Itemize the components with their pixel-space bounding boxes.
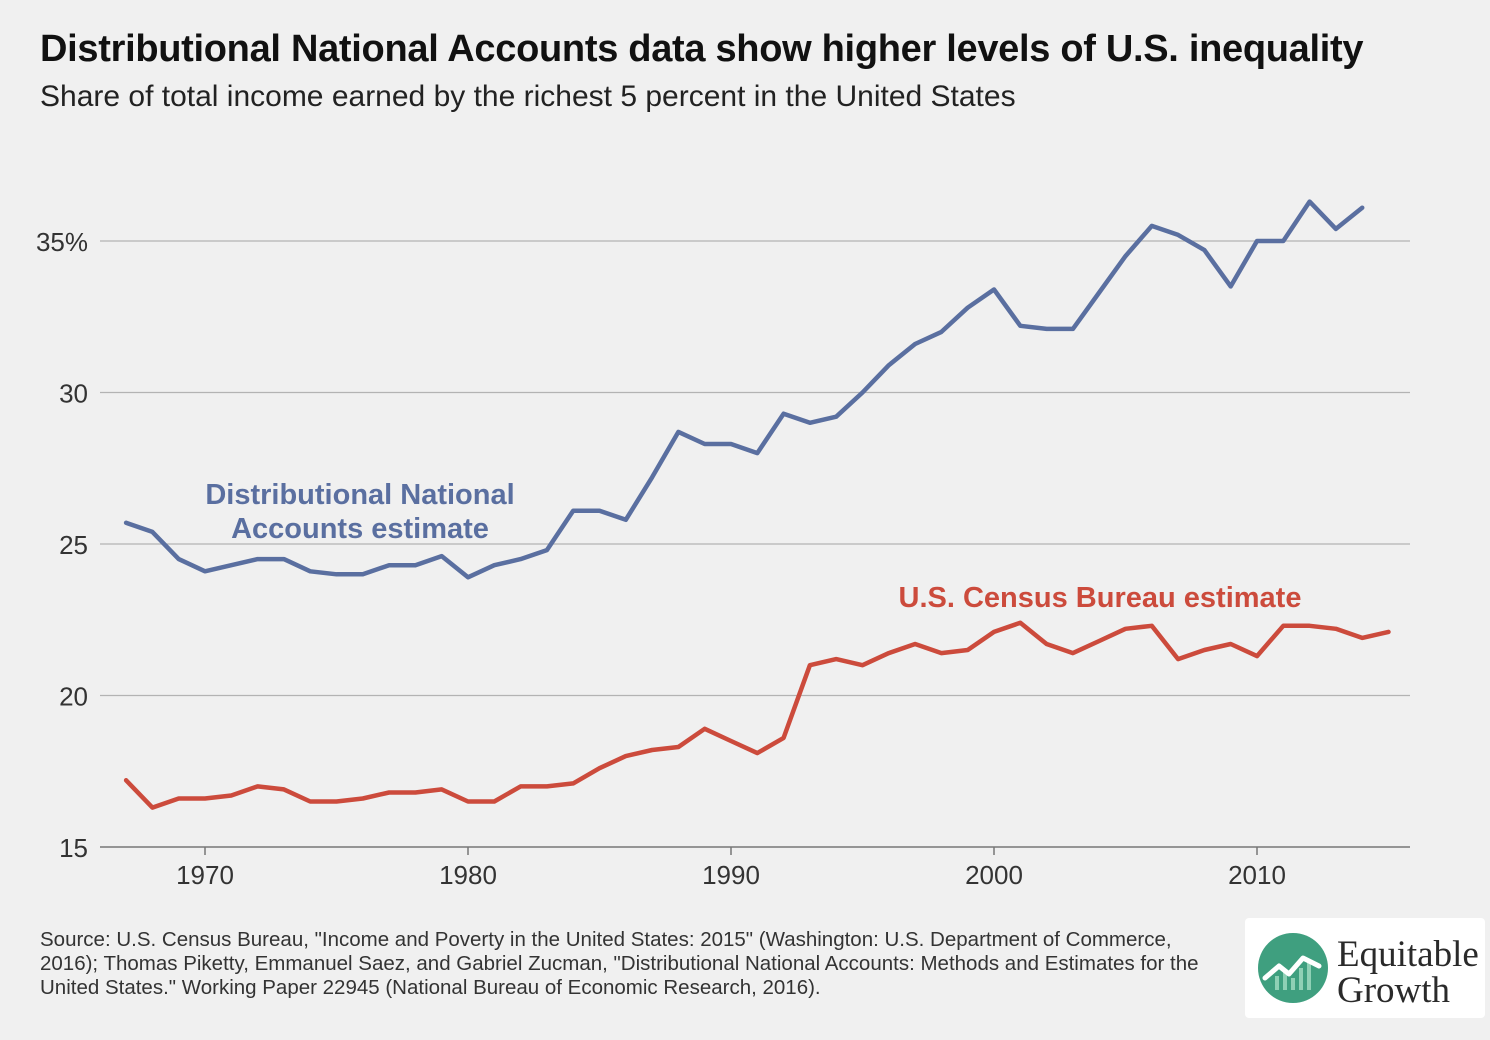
x-tick-label: 2010 (1228, 860, 1286, 890)
dina-series-line (123, 199, 1365, 580)
x-tick-label: 1990 (702, 860, 760, 890)
y-axis: 15 20 25 30 35% (36, 227, 88, 863)
equitable-growth-logo: Equitable Growth (1245, 918, 1485, 1018)
y-tick-label: 20 (59, 682, 88, 712)
series-lines (123, 199, 1391, 810)
x-axis: 1970 1980 1990 2000 2010 (176, 847, 1286, 890)
x-tick-label: 2000 (965, 860, 1023, 890)
y-tick-label: 30 (59, 379, 88, 409)
census-series-line (123, 620, 1391, 810)
x-tick-label: 1980 (439, 860, 497, 890)
source-note: Source: U.S. Census Bureau, "Income and … (40, 928, 1199, 999)
x-tick-label: 1970 (176, 860, 234, 890)
dina-series-label: Accounts estimate (231, 513, 489, 545)
logo-text-line1: Equitable (1337, 934, 1479, 975)
chart-title: Distributional National Accounts data sh… (40, 28, 1364, 70)
y-tick-label: 35% (36, 227, 88, 257)
chart-subtitle: Share of total income earned by the rich… (40, 80, 1016, 113)
dina-series-label: Distributional National (205, 479, 514, 511)
logo-text-line2: Growth (1337, 970, 1451, 1011)
rising-line-chart-icon (1258, 933, 1328, 1003)
census-series-label: U.S. Census Bureau estimate (899, 582, 1302, 614)
y-tick-label: 25 (59, 530, 88, 560)
line-chart: 15 20 25 30 35% 1970 1980 1990 2000 2010 Distrib… (36, 199, 1410, 890)
y-tick-label: 15 (59, 833, 88, 863)
